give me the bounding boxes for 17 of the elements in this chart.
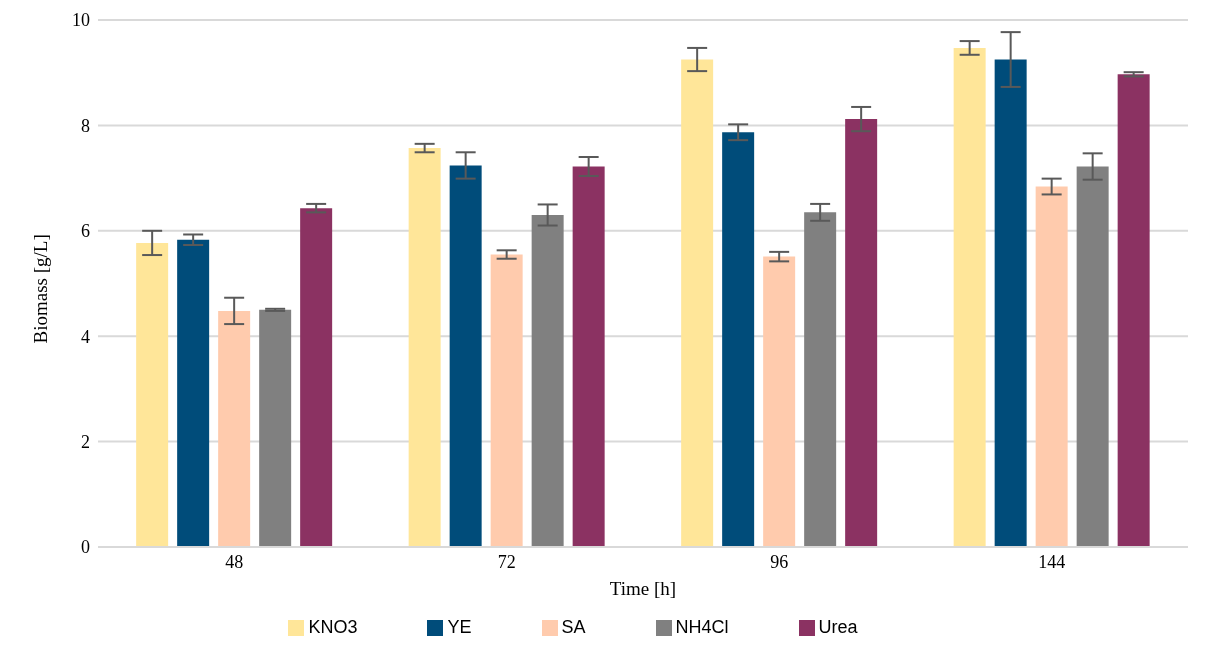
- y-tick-label: 8: [81, 115, 90, 136]
- y-tick-label: 4: [81, 326, 90, 347]
- x-axis-title: Time [h]: [609, 578, 677, 599]
- legend-label: SA: [561, 617, 586, 637]
- y-tick-label: 6: [81, 221, 90, 242]
- legend-label: KNO3: [308, 617, 358, 637]
- legend-label: Urea: [818, 617, 858, 637]
- x-tick-label: 96: [770, 551, 789, 572]
- y-tick-label: 2: [81, 431, 90, 452]
- y-axis-title: Biomass [g/L]: [29, 234, 51, 344]
- x-tick-label: 48: [225, 551, 244, 572]
- x-tick-label: 72: [497, 551, 516, 572]
- x-tick-label: 144: [1038, 551, 1066, 572]
- legend-label: NH4Cl: [675, 617, 729, 637]
- y-tick-label: 10: [72, 10, 90, 31]
- y-tick-label: 0: [81, 537, 90, 558]
- legend-label: YE: [447, 617, 472, 637]
